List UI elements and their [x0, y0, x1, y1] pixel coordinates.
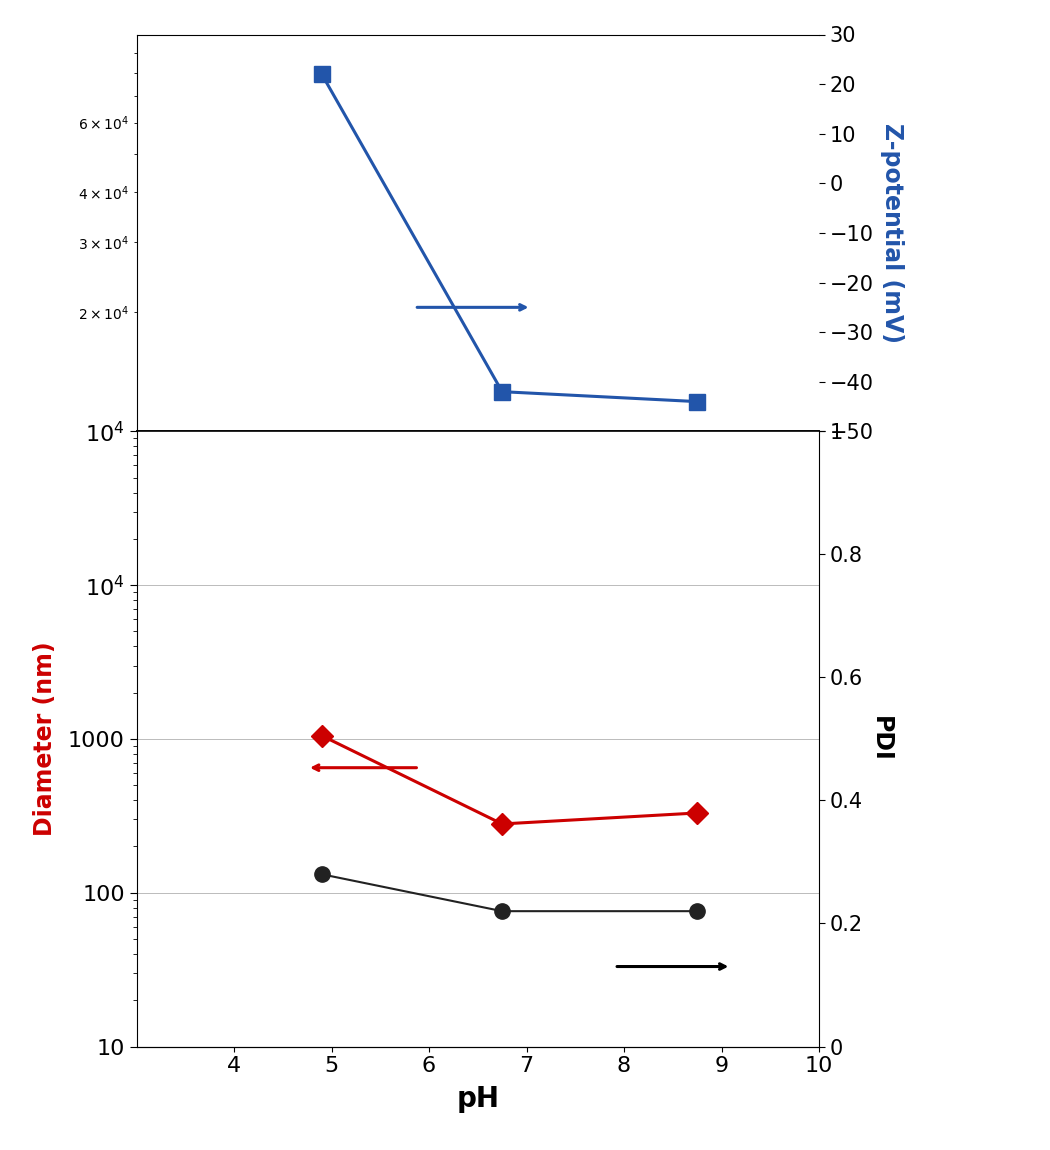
Y-axis label: Z-potential (mV): Z-potential (mV) — [880, 123, 904, 343]
Y-axis label: PDI: PDI — [869, 716, 894, 761]
X-axis label: pH: pH — [457, 1084, 499, 1112]
Y-axis label: Diameter (nm): Diameter (nm) — [33, 642, 57, 836]
